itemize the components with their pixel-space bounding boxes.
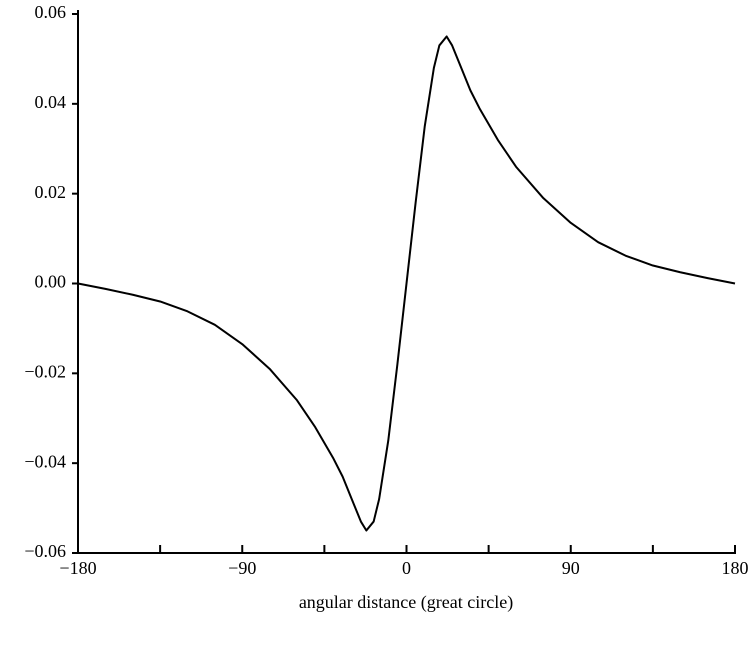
x-tick-label: −180	[59, 558, 96, 578]
x-tick-label: 90	[562, 558, 580, 578]
y-tick-label: −0.06	[24, 541, 66, 561]
x-tick-label: −90	[228, 558, 256, 578]
y-tick-label: 0.00	[35, 272, 67, 292]
x-tick-label: 180	[722, 558, 749, 578]
x-axis-label: angular distance (great circle)	[299, 592, 513, 613]
y-tick-label: −0.02	[24, 361, 66, 381]
y-tick-label: −0.04	[24, 451, 66, 471]
x-tick-label: 0	[402, 558, 411, 578]
y-tick-label: 0.02	[35, 182, 67, 202]
y-tick-label: 0.04	[35, 92, 67, 112]
data-line	[77, 35, 736, 532]
y-tick-label: 0.06	[35, 2, 67, 22]
